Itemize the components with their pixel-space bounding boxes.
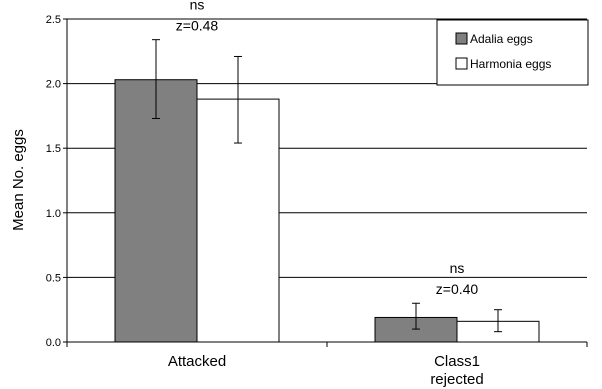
labels: 0.0 0.5 1.0 1.5 2.0 2.5 Attacked Class1rejected… [46, 0, 484, 388]
y-tick-label: 0.5 [46, 272, 61, 284]
x-category-label: rejected [430, 371, 483, 388]
y-tick-label: 2.5 [46, 14, 61, 26]
stat-annotation: ns [190, 0, 205, 13]
error-bars [152, 39, 502, 333]
legend-label: Harmonia eggs [470, 57, 551, 71]
y-tick-label: 0.0 [46, 337, 61, 349]
legend-box [436, 19, 589, 86]
legend: Adalia eggs Harmonia eggs [436, 19, 589, 86]
stat-annotation: z=0.40 [436, 281, 479, 297]
stat-annotation: z=0.48 [176, 18, 219, 34]
y-tick-label: 1.5 [46, 143, 61, 155]
x-category-label: Class1 [434, 353, 480, 370]
stat-annotation: ns [450, 260, 465, 276]
legend-label: Adalia eggs [470, 32, 533, 46]
y-tick-label: 2.0 [46, 79, 61, 91]
y-tick-label: 1.0 [46, 208, 61, 220]
legend-swatch-adalia [455, 32, 468, 45]
y-axis-title: Mean No. eggs [10, 129, 27, 231]
axes [63, 18, 588, 347]
bars [114, 79, 540, 343]
legend-swatch-harmonia [455, 57, 468, 70]
x-category-label: Attacked [168, 353, 226, 370]
bar-adalia-0 [114, 79, 198, 343]
